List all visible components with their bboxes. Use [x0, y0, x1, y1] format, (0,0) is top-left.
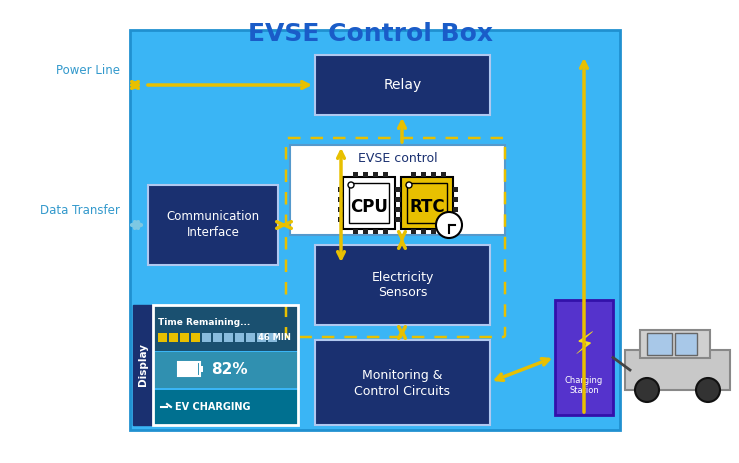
Text: ⚡: ⚡: [573, 331, 595, 360]
Bar: [315, 340, 490, 425]
Bar: [148, 185, 278, 265]
Bar: [363, 172, 368, 177]
Text: 82%: 82%: [211, 363, 248, 377]
Bar: [169, 333, 178, 342]
Circle shape: [635, 378, 659, 402]
Text: EVSE control: EVSE control: [358, 152, 437, 165]
Bar: [373, 229, 378, 234]
Bar: [213, 333, 222, 342]
Bar: [431, 172, 436, 177]
Bar: [395, 207, 400, 212]
Text: Control Circuits: Control Circuits: [355, 385, 451, 398]
Text: Time Remaining...: Time Remaining...: [158, 318, 251, 327]
Bar: [343, 177, 395, 229]
Bar: [133, 305, 153, 425]
Bar: [441, 229, 446, 234]
Bar: [315, 55, 490, 115]
Bar: [179, 363, 198, 375]
Bar: [257, 333, 266, 342]
Text: Data Transfer: Data Transfer: [40, 204, 120, 217]
Text: Display: Display: [138, 344, 148, 387]
Bar: [453, 187, 458, 192]
Bar: [647, 333, 672, 355]
Bar: [153, 352, 298, 388]
Text: Relay: Relay: [384, 78, 422, 92]
Text: Sensors: Sensors: [378, 287, 427, 300]
Bar: [431, 229, 436, 234]
Bar: [130, 30, 620, 430]
Circle shape: [348, 182, 354, 188]
Text: Interface: Interface: [186, 226, 239, 239]
Text: EVSE Control Box: EVSE Control Box: [248, 22, 492, 46]
Bar: [407, 183, 447, 223]
Bar: [396, 187, 401, 192]
Bar: [396, 197, 401, 202]
Bar: [235, 333, 244, 342]
Bar: [338, 217, 343, 222]
Bar: [453, 217, 458, 222]
Bar: [153, 305, 298, 425]
Text: Power Line: Power Line: [56, 63, 120, 76]
Bar: [396, 217, 401, 222]
Text: Charging
Station: Charging Station: [565, 376, 603, 395]
Bar: [411, 229, 416, 234]
Bar: [675, 333, 697, 355]
Bar: [453, 197, 458, 202]
Text: RTC: RTC: [409, 198, 445, 216]
Bar: [353, 229, 358, 234]
Bar: [290, 145, 505, 235]
Bar: [200, 366, 203, 372]
Bar: [338, 197, 343, 202]
Bar: [395, 197, 400, 202]
Text: Monitoring &: Monitoring &: [362, 369, 443, 382]
Bar: [373, 172, 378, 177]
Bar: [453, 207, 458, 212]
Bar: [353, 172, 358, 177]
Bar: [153, 305, 298, 351]
Bar: [349, 183, 389, 223]
Bar: [338, 207, 343, 212]
Bar: [640, 330, 710, 358]
Circle shape: [406, 182, 412, 188]
Bar: [153, 390, 298, 425]
Bar: [421, 172, 426, 177]
Bar: [315, 245, 490, 325]
Bar: [401, 177, 453, 229]
Bar: [202, 333, 211, 342]
Bar: [421, 229, 426, 234]
Text: EV CHARGING: EV CHARGING: [175, 402, 251, 412]
Bar: [395, 217, 400, 222]
Bar: [441, 172, 446, 177]
Text: Electricity: Electricity: [371, 270, 434, 283]
Bar: [178, 362, 200, 376]
Bar: [395, 187, 400, 192]
Circle shape: [696, 378, 720, 402]
Bar: [411, 172, 416, 177]
Bar: [246, 333, 255, 342]
Bar: [338, 187, 343, 192]
Bar: [383, 229, 388, 234]
Bar: [158, 333, 167, 342]
Bar: [224, 333, 233, 342]
Bar: [363, 229, 368, 234]
Bar: [180, 333, 189, 342]
Text: 46 MIN: 46 MIN: [258, 332, 291, 342]
Bar: [191, 333, 200, 342]
Bar: [625, 350, 730, 390]
Text: CPU: CPU: [350, 198, 388, 216]
Circle shape: [436, 212, 462, 238]
Text: Communication: Communication: [166, 211, 259, 224]
Bar: [268, 333, 277, 342]
Bar: [396, 207, 401, 212]
Bar: [383, 172, 388, 177]
Bar: [555, 300, 613, 415]
